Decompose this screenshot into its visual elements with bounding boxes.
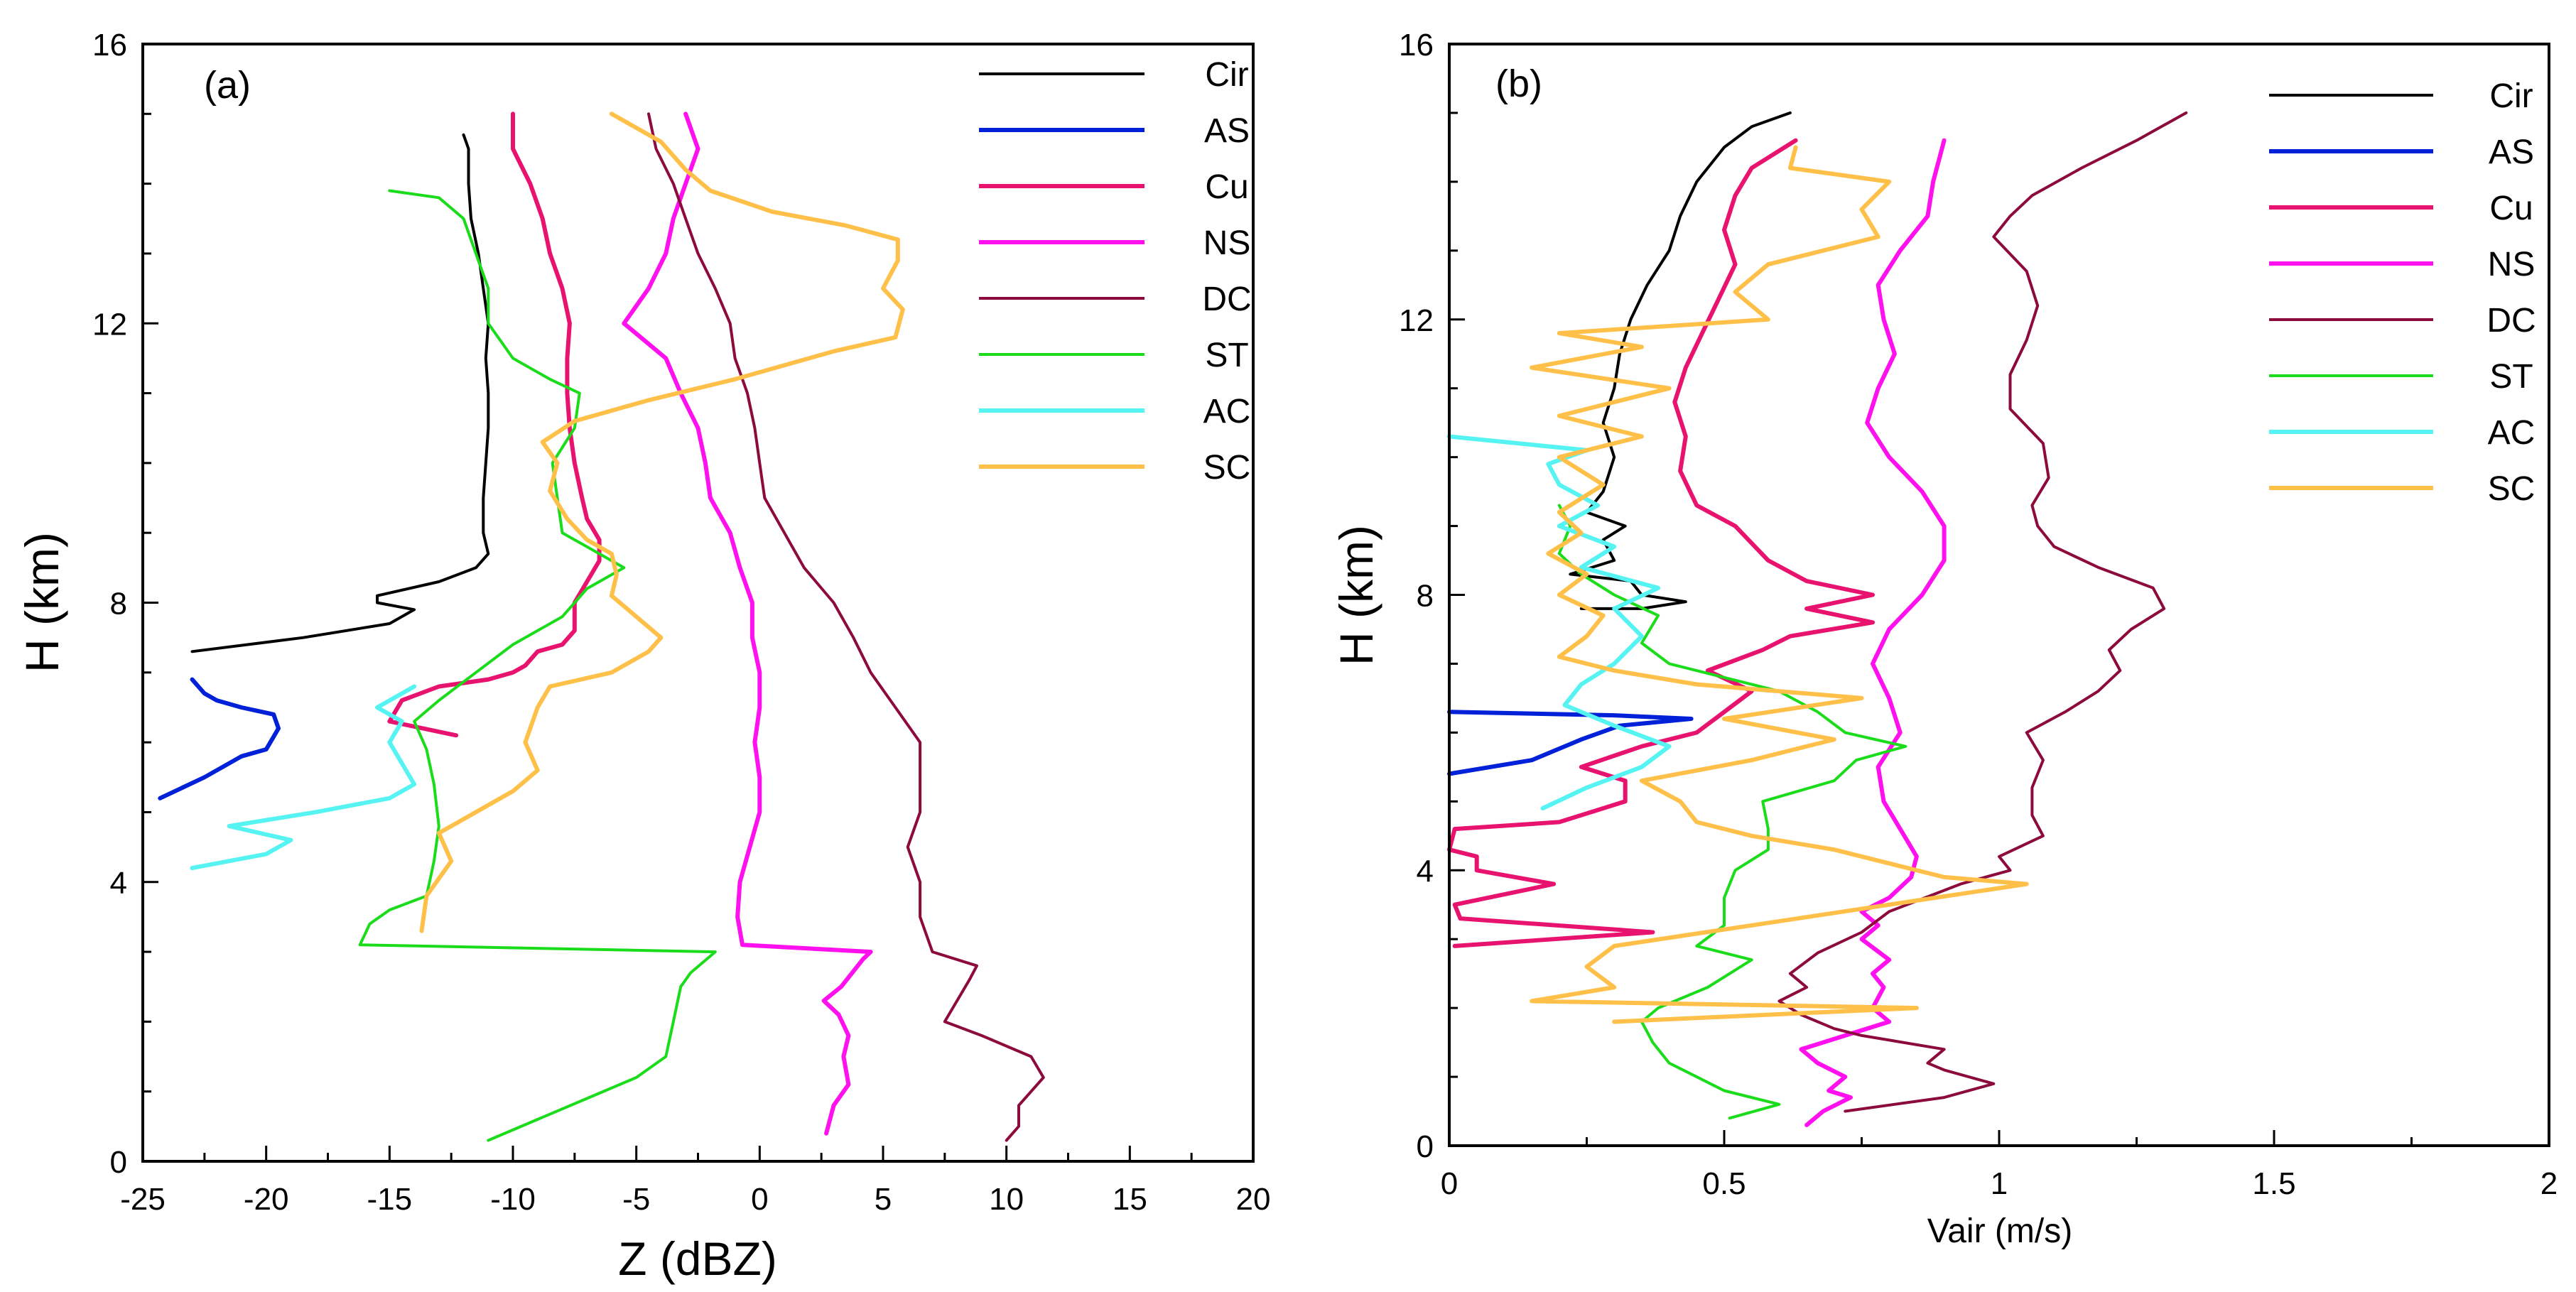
panel-b-label: (b) <box>1495 63 1542 105</box>
legend-label-ns: NS <box>1203 224 1251 262</box>
panel-b-ticks: 0 0.5 1 1.5 2 0 4 8 12 16 <box>1399 28 2558 1201</box>
series-line-sc <box>419 112 905 933</box>
y-tick-label: 4 <box>110 866 127 901</box>
series-line-ns <box>1799 138 1947 1127</box>
panel-b-y-axis-label: H (km) <box>1330 525 1382 666</box>
legend-label-sc: SC <box>2488 470 2536 508</box>
legend-label-st: ST <box>2489 358 2533 396</box>
series-line-cu <box>1447 138 1875 948</box>
x-tick-label: 0 <box>1441 1166 1458 1201</box>
y-tick-label: 12 <box>1399 303 1434 338</box>
series-line-st <box>358 189 717 1142</box>
legend-label-cu: Cu <box>2489 190 2533 227</box>
x-tick-label: 10 <box>989 1182 1024 1217</box>
panel-a-y-axis-label: H (km) <box>16 532 68 673</box>
legend-label-cir: Cir <box>1205 56 1248 94</box>
y-tick-label: 16 <box>1399 28 1434 63</box>
panel-a-x-axis-label: Z (dBZ) <box>618 1232 777 1285</box>
panel-a-axes-frame <box>141 43 1255 1163</box>
legend-label-sc: SC <box>1203 449 1251 487</box>
series-line-as <box>158 677 281 800</box>
x-tick-label: 5 <box>875 1182 892 1217</box>
y-tick-label: 16 <box>92 28 127 63</box>
x-tick-label: 0.5 <box>1702 1166 1746 1201</box>
series-line-dc <box>1777 111 2188 1113</box>
legend-label-ac: AC <box>1203 393 1251 430</box>
legend-label-dc: DC <box>1202 281 1251 318</box>
panel-a-legend: Cir AS Cu NS DC ST AC SC <box>979 56 1252 487</box>
legend-label-st: ST <box>1205 337 1248 374</box>
panel-a-series <box>158 112 1045 1142</box>
x-tick-label: -15 <box>367 1182 413 1217</box>
panel-b-x-axis-label: Vair (m/s) <box>1927 1212 2072 1250</box>
series-line-st <box>1557 504 1907 1120</box>
panel-a: -25 -20 -15 -10 -5 0 5 10 15 20 0 4 8 12 16 Cir AS Cu NS D… <box>16 28 1270 1285</box>
legend-label-ac: AC <box>2488 414 2536 452</box>
y-tick-label: 12 <box>92 307 127 342</box>
y-tick-label: 4 <box>1417 854 1434 889</box>
x-tick-label: 1.5 <box>2252 1166 2295 1201</box>
x-tick-label: 2 <box>2540 1166 2558 1201</box>
series-line-ns <box>622 112 873 1136</box>
y-tick-label: 8 <box>110 587 127 621</box>
panel-a-ticks: -25 -20 -15 -10 -5 0 5 10 15 20 0 4 8 12 16 <box>92 28 1270 1217</box>
legend-label-ns: NS <box>2488 246 2536 283</box>
x-tick-label: -25 <box>120 1182 166 1217</box>
series-line-ac <box>1447 434 1672 810</box>
series-line-cir <box>190 133 490 653</box>
series-line-ac <box>190 684 417 871</box>
series-line-dc <box>647 112 1045 1142</box>
legend-label-as: AS <box>2489 134 2534 171</box>
series-line-sc <box>1530 145 2029 1024</box>
legend-label-cu: Cu <box>1205 168 1248 206</box>
x-tick-label: 0 <box>751 1182 768 1217</box>
x-tick-label: -10 <box>490 1182 536 1217</box>
y-tick-label: 0 <box>110 1145 127 1180</box>
x-tick-label: 20 <box>1236 1182 1271 1217</box>
panel-b: 0 0.5 1 1.5 2 0 4 8 12 16 Cir AS Cu NS DC ST AC SC (b) V… <box>1330 28 2558 1250</box>
panel-b-legend: Cir AS Cu NS DC ST AC SC <box>2269 77 2536 508</box>
series-line-cir <box>1569 111 1792 610</box>
y-tick-label: 8 <box>1417 579 1434 614</box>
x-tick-label: 15 <box>1113 1182 1147 1217</box>
x-tick-label: 1 <box>1991 1166 2008 1201</box>
panel-b-series <box>1447 111 2188 1127</box>
series-line-cu <box>387 112 602 738</box>
legend-label-cir: Cir <box>2489 77 2533 115</box>
x-tick-label: -5 <box>622 1182 650 1217</box>
legend-label-dc: DC <box>2486 302 2536 340</box>
x-tick-label: -20 <box>244 1182 289 1217</box>
y-tick-label: 0 <box>1417 1129 1434 1164</box>
legend-label-as: AS <box>1204 112 1250 150</box>
panel-a-label: (a) <box>204 64 251 107</box>
